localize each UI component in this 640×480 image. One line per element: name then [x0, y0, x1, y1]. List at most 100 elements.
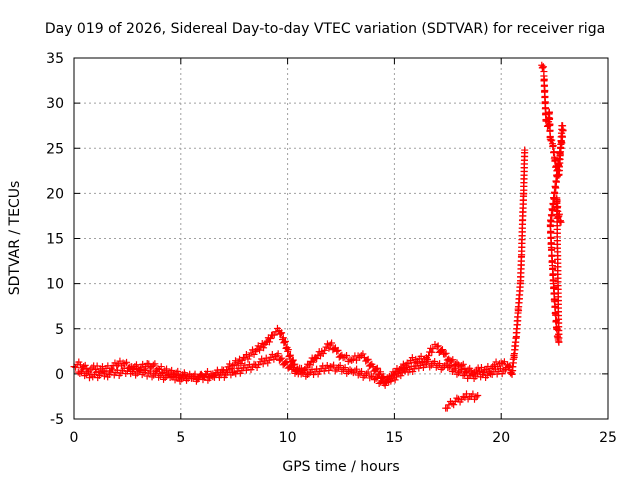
data-point: [557, 137, 565, 145]
x-tick-label: 10: [279, 430, 297, 446]
x-tick-label: 15: [385, 430, 403, 446]
data-point: [459, 372, 467, 380]
data-point: [391, 376, 399, 384]
data-point: [191, 372, 199, 380]
data-point: [319, 350, 327, 358]
data-point: [417, 352, 425, 360]
x-tick-label: 20: [492, 430, 510, 446]
y-tick-label: 35: [46, 51, 64, 67]
data-point: [158, 370, 166, 378]
data-point: [286, 351, 294, 359]
data-point: [328, 339, 336, 347]
data-point: [260, 344, 268, 352]
data-point: [166, 373, 174, 381]
chart-title: Day 019 of 2026, Sidereal Day-to-day VTE…: [45, 21, 605, 37]
data-point: [448, 367, 456, 375]
data-point: [364, 355, 372, 363]
y-tick-label: 30: [46, 96, 64, 112]
series-2: [442, 390, 482, 412]
data-point: [549, 142, 557, 150]
data-point: [548, 245, 556, 253]
data-point: [453, 394, 461, 402]
data-point: [431, 358, 439, 366]
data-point: [449, 356, 457, 364]
data-point: [245, 352, 253, 360]
data-point: [341, 364, 349, 372]
data-point: [278, 329, 286, 337]
data-point: [433, 343, 441, 351]
series-0: [70, 146, 529, 387]
data-point: [321, 346, 329, 354]
data-point: [99, 367, 107, 375]
plot-frame: [73, 57, 609, 420]
x-tick-label: 0: [70, 430, 79, 446]
data-point: [393, 373, 401, 381]
data-point: [428, 348, 436, 356]
data-point: [285, 352, 293, 360]
data-point: [548, 136, 556, 144]
data-point: [277, 329, 285, 337]
data-point: [341, 353, 349, 361]
data-point: [81, 361, 89, 369]
data-point: [442, 349, 450, 357]
data-point: [429, 345, 437, 353]
data-point: [278, 354, 286, 362]
data-point: [151, 360, 159, 368]
data-point: [125, 364, 133, 372]
data-point: [424, 357, 432, 365]
x-tick-label: 5: [176, 430, 185, 446]
data-point: [270, 331, 278, 339]
ticks-layer: 0 5 10 15 20 25 -5 0 5 10 15 20 25 30 35: [46, 51, 617, 446]
data-point: [296, 364, 304, 372]
data-point: [358, 368, 366, 376]
data-point: [119, 359, 127, 367]
data-point: [480, 368, 488, 376]
data-point: [309, 358, 317, 366]
data-point: [521, 146, 529, 154]
data-point: [364, 368, 372, 376]
data-point: [244, 355, 252, 363]
data-point: [541, 98, 549, 106]
data-point: [92, 368, 100, 376]
data-point: [443, 404, 451, 412]
data-point: [553, 171, 561, 179]
data-point: [556, 149, 564, 157]
data-point: [454, 369, 462, 377]
data-point: [383, 378, 391, 386]
data-point: [250, 350, 258, 358]
data-point: [102, 370, 110, 378]
data-point: [559, 126, 567, 134]
data-point: [421, 361, 429, 369]
data-point: [241, 354, 249, 362]
data-point: [472, 393, 480, 401]
data-point: [323, 362, 331, 370]
data-point: [334, 346, 342, 354]
y-tick-label: 20: [46, 186, 64, 202]
data-point: [474, 392, 482, 400]
data-point: [547, 227, 555, 235]
data-point: [157, 363, 165, 371]
data-point: [300, 366, 308, 374]
data-point: [557, 218, 565, 226]
data-point: [242, 351, 250, 359]
data-point: [558, 132, 566, 140]
data-point: [553, 166, 561, 174]
data-point: [540, 75, 548, 83]
data-point: [143, 372, 151, 380]
data-point: [325, 366, 333, 374]
data-point: [336, 361, 344, 369]
data-point: [333, 347, 341, 355]
data-point: [363, 356, 371, 364]
data-point: [291, 360, 299, 368]
data-point: [459, 360, 467, 368]
data-point: [274, 350, 282, 358]
data-point: [546, 135, 554, 143]
data-point: [374, 373, 382, 381]
data-point: [438, 346, 446, 354]
data-point: [458, 366, 466, 374]
data-point: [373, 364, 381, 372]
data-point: [163, 365, 171, 373]
data-point: [541, 87, 549, 95]
data-point: [450, 401, 458, 409]
